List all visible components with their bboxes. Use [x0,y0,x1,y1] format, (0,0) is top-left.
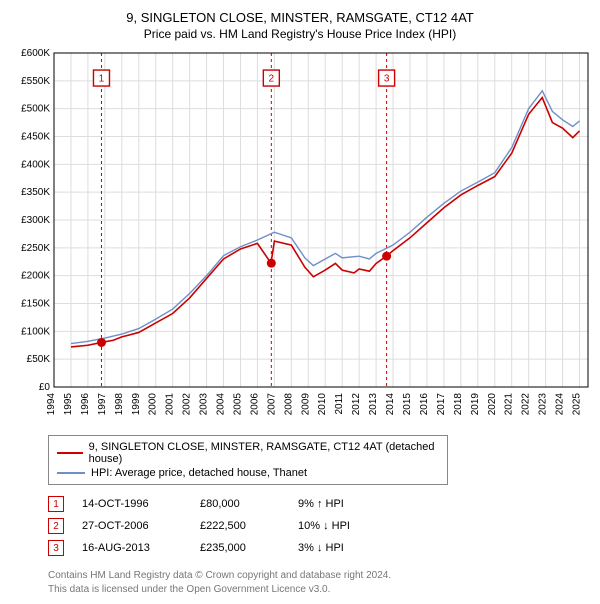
svg-text:2014: 2014 [385,393,396,416]
footnote-line: This data is licensed under the Open Gov… [48,583,592,597]
legend-label: 9, SINGLETON CLOSE, MINSTER, RAMSGATE, C… [89,441,439,465]
chart-area: £0 £50K £100K £150K £200K £250K £300K £350K £400… [8,49,592,429]
marker-dot [382,252,391,261]
svg-text:£200K: £200K [21,271,50,282]
svg-text:1999: 1999 [131,393,142,416]
legend-row: HPI: Average price, detached house, Than… [57,466,439,480]
svg-text:2006: 2006 [249,393,260,416]
event-date: 14-OCT-1996 [82,498,182,510]
svg-text:2020: 2020 [487,393,498,416]
event-row: 1 14-OCT-1996 £80,000 9% ↑ HPI [48,493,592,515]
svg-text:£50K: £50K [27,354,51,365]
svg-text:2025: 2025 [572,393,583,416]
marker-label-text: 1 [99,74,105,85]
svg-text:£150K: £150K [21,299,50,310]
svg-text:2012: 2012 [351,393,362,416]
svg-text:1998: 1998 [114,393,125,416]
event-number: 3 [48,540,64,556]
svg-text:1996: 1996 [80,393,91,416]
svg-text:2018: 2018 [453,393,464,416]
svg-text:2016: 2016 [419,393,430,416]
legend-label: HPI: Average price, detached house, Than… [91,467,307,479]
svg-text:2013: 2013 [368,393,379,416]
chart-svg: £0 £50K £100K £150K £200K £250K £300K £350K £400… [8,49,592,429]
marker-dot [97,338,106,347]
event-price: £80,000 [200,498,280,510]
event-pct: 3% ↓ HPI [298,542,388,554]
event-number: 1 [48,496,64,512]
svg-text:2017: 2017 [436,393,447,416]
svg-text:2005: 2005 [232,393,243,416]
svg-text:2011: 2011 [334,393,345,415]
event-price: £235,000 [200,542,280,554]
chart-title: 9, SINGLETON CLOSE, MINSTER, RAMSGATE, C… [8,10,592,25]
svg-text:£100K: £100K [21,326,50,337]
event-date: 27-OCT-2006 [82,520,182,532]
legend: 9, SINGLETON CLOSE, MINSTER, RAMSGATE, C… [48,435,448,485]
event-pct: 10% ↓ HPI [298,520,388,532]
svg-text:£300K: £300K [21,215,50,226]
event-price: £222,500 [200,520,280,532]
svg-text:2023: 2023 [538,393,549,416]
svg-text:2004: 2004 [216,393,227,416]
events-table: 1 14-OCT-1996 £80,000 9% ↑ HPI 2 27-OCT-2006 £… [48,493,592,559]
event-number: 2 [48,518,64,534]
svg-text:2008: 2008 [283,393,294,416]
svg-text:2019: 2019 [470,393,481,416]
svg-text:2003: 2003 [199,393,210,416]
svg-text:2002: 2002 [182,393,193,416]
svg-text:2001: 2001 [165,393,176,416]
footnote: Contains HM Land Registry data © Crown c… [48,569,592,596]
svg-text:£0: £0 [39,382,51,393]
svg-text:£550K: £550K [21,76,50,87]
legend-swatch [57,452,83,454]
event-row: 2 27-OCT-2006 £222,500 10% ↓ HPI [48,515,592,537]
legend-row: 9, SINGLETON CLOSE, MINSTER, RAMSGATE, C… [57,440,439,466]
svg-text:£500K: £500K [21,104,50,115]
svg-text:2000: 2000 [148,393,159,416]
svg-text:£350K: £350K [21,187,50,198]
svg-text:1994: 1994 [46,393,57,416]
svg-text:2015: 2015 [402,393,413,416]
svg-text:£250K: £250K [21,243,50,254]
footnote-line: Contains HM Land Registry data © Crown c… [48,569,592,583]
svg-text:2009: 2009 [300,393,311,416]
svg-text:£400K: £400K [21,159,50,170]
svg-text:2010: 2010 [317,393,328,416]
event-row: 3 16-AUG-2013 £235,000 3% ↓ HPI [48,537,592,559]
event-pct: 9% ↑ HPI [298,498,388,510]
svg-text:£450K: £450K [21,132,50,143]
svg-text:2021: 2021 [504,393,515,416]
event-date: 16-AUG-2013 [82,542,182,554]
svg-text:1995: 1995 [63,393,74,416]
marker-label-text: 3 [384,74,390,85]
svg-text:2007: 2007 [266,393,277,416]
chart-subtitle: Price paid vs. HM Land Registry's House … [8,27,592,41]
marker-label-text: 2 [269,74,275,85]
svg-text:2024: 2024 [555,393,566,416]
legend-swatch [57,472,85,474]
svg-text:2022: 2022 [521,393,532,416]
svg-text:1997: 1997 [97,393,108,416]
svg-text:£600K: £600K [21,49,50,59]
marker-dot [267,259,276,268]
